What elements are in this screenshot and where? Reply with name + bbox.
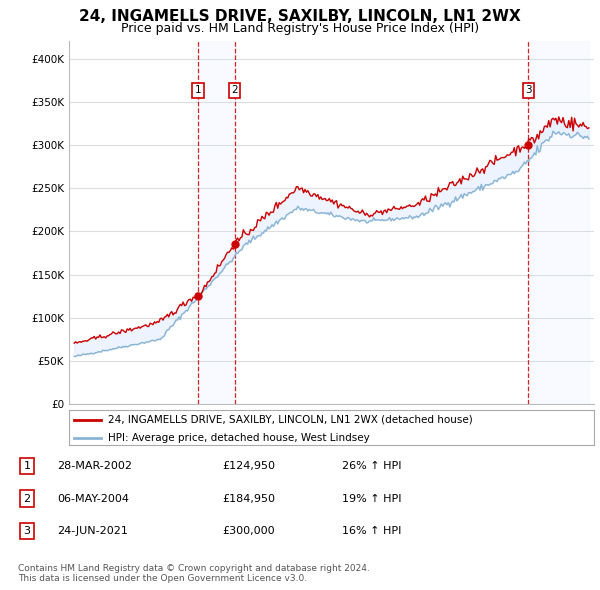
Text: Contains HM Land Registry data © Crown copyright and database right 2024.
This d: Contains HM Land Registry data © Crown c…	[18, 563, 370, 583]
Text: 06-MAY-2004: 06-MAY-2004	[57, 494, 129, 503]
Text: 3: 3	[525, 86, 532, 95]
Text: 28-MAR-2002: 28-MAR-2002	[57, 461, 132, 471]
Point	[524, 140, 533, 150]
Text: Price paid vs. HM Land Registry's House Price Index (HPI): Price paid vs. HM Land Registry's House …	[121, 22, 479, 35]
Text: £300,000: £300,000	[222, 526, 275, 536]
Text: 1: 1	[195, 86, 202, 95]
Text: 16% ↑ HPI: 16% ↑ HPI	[342, 526, 401, 536]
Text: £184,950: £184,950	[222, 494, 275, 503]
Text: 24, INGAMELLS DRIVE, SAXILBY, LINCOLN, LN1 2WX (detached house): 24, INGAMELLS DRIVE, SAXILBY, LINCOLN, L…	[109, 415, 473, 425]
Bar	[199, 41, 235, 404]
Text: 24, INGAMELLS DRIVE, SAXILBY, LINCOLN, LN1 2WX: 24, INGAMELLS DRIVE, SAXILBY, LINCOLN, L…	[79, 9, 521, 24]
Text: 2: 2	[23, 494, 31, 503]
Point	[230, 240, 239, 249]
Point	[194, 291, 203, 301]
Text: 1: 1	[23, 461, 31, 471]
Text: 24-JUN-2021: 24-JUN-2021	[57, 526, 128, 536]
Text: HPI: Average price, detached house, West Lindsey: HPI: Average price, detached house, West…	[109, 432, 370, 442]
Text: 19% ↑ HPI: 19% ↑ HPI	[342, 494, 401, 503]
Text: £124,950: £124,950	[222, 461, 275, 471]
Text: 2: 2	[231, 86, 238, 95]
Text: 26% ↑ HPI: 26% ↑ HPI	[342, 461, 401, 471]
Bar	[529, 41, 589, 404]
Text: 3: 3	[23, 526, 31, 536]
